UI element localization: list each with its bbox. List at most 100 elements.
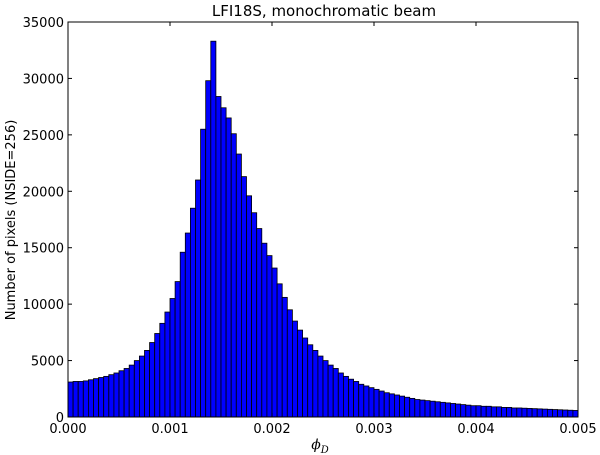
histogram-bar [225, 117, 232, 418]
histogram-bar [82, 380, 89, 418]
histogram-bar [77, 381, 84, 418]
histogram-bar [388, 393, 395, 418]
histogram-bar [444, 402, 451, 418]
histogram-bar [297, 329, 303, 418]
histogram-bar [363, 385, 370, 418]
y-tick-label: 30000 [23, 72, 64, 87]
histogram-bar [393, 394, 400, 418]
histogram-bar [475, 405, 482, 418]
histogram-bar [189, 207, 196, 418]
histogram-bar [302, 337, 309, 418]
histogram-bar [567, 409, 574, 418]
histogram-bar [495, 406, 502, 418]
x-tick-label: 0.004 [457, 422, 494, 437]
histogram-bar [144, 350, 150, 418]
histogram-bar [480, 405, 487, 418]
histogram-bar [450, 403, 456, 418]
x-axis-label-symbol: ϕ [311, 437, 321, 453]
histogram-bar [455, 403, 462, 418]
histogram-bar [276, 283, 283, 418]
histogram-bar [511, 407, 518, 418]
histogram-bar [291, 320, 298, 418]
histogram-bar [501, 407, 507, 418]
histogram-bar [205, 80, 212, 418]
histogram-bar [138, 355, 145, 418]
histogram-bar [118, 370, 125, 418]
x-tick-label: 0.000 [49, 422, 86, 437]
histogram-bar [154, 333, 161, 418]
plot-frame [67, 21, 579, 418]
histogram-bar [235, 153, 242, 418]
histogram-bar [164, 311, 171, 418]
x-tick-label: 0.003 [355, 422, 392, 437]
histogram-bar [312, 350, 319, 418]
x-tick-label: 0.005 [559, 422, 596, 437]
histogram-bar [113, 372, 120, 418]
y-tick-label: 20000 [23, 185, 64, 200]
histogram-bar [93, 378, 99, 418]
histogram-bar [184, 232, 191, 418]
histogram-bar [547, 408, 553, 418]
histogram-bar [327, 364, 334, 418]
histogram-bar [516, 407, 523, 418]
histogram-bar [429, 400, 436, 418]
histogram-bar [526, 408, 533, 418]
histogram-bar [419, 399, 426, 418]
x-tick-label: 0.001 [151, 422, 188, 437]
histogram-bar [439, 401, 446, 418]
histogram-bar [179, 251, 186, 418]
histogram-bar [230, 133, 237, 418]
histogram-bar [169, 298, 176, 418]
histogram-bar [490, 406, 497, 418]
x-tick-label: 0.002 [253, 422, 290, 437]
histogram-bar [281, 296, 288, 418]
histogram-bar [307, 344, 314, 418]
histogram-bar [460, 404, 467, 418]
histogram-bar [271, 267, 278, 418]
x-axis-label: ϕD [311, 437, 329, 455]
histogram-bar [174, 281, 181, 418]
y-tick-label: 35000 [23, 16, 64, 31]
histogram-bar [98, 377, 105, 418]
histogram-bar [108, 374, 115, 418]
histogram-bar [485, 405, 492, 418]
histogram-bars [67, 40, 579, 418]
y-tick-label: 0 [56, 411, 64, 426]
histogram-bar [332, 368, 339, 418]
histogram-bar [286, 309, 293, 418]
histogram-bar [261, 242, 268, 418]
histogram-bar [200, 128, 207, 418]
histogram-bar [353, 381, 360, 418]
histogram-bar [562, 409, 569, 418]
histogram-bar [88, 379, 94, 418]
histogram-bar [123, 368, 130, 418]
histogram-bar [557, 409, 564, 418]
histogram-bar [240, 176, 247, 418]
y-tick-label: 25000 [23, 129, 64, 144]
y-axis-label: Number of pixels (NSIDE=256) [4, 120, 19, 321]
histogram-bar [337, 372, 344, 418]
histogram-bar [246, 195, 252, 418]
histogram-bar [536, 408, 543, 418]
histogram-bar [195, 179, 201, 418]
histogram-bar [465, 404, 472, 418]
histogram-bar [342, 375, 349, 418]
histogram-bar [358, 383, 365, 418]
histogram-bar [159, 322, 166, 418]
y-tick-label: 15000 [23, 242, 64, 257]
histogram-bar [133, 360, 140, 418]
histogram-bar [368, 387, 375, 418]
y-tick-label: 10000 [23, 298, 64, 313]
histogram-bar [149, 342, 156, 418]
histogram-bar [317, 355, 324, 418]
histogram-bar [220, 107, 227, 418]
histogram-bar [103, 375, 110, 418]
histogram-bar [67, 381, 74, 418]
histogram-bar [409, 397, 416, 418]
histogram-bar [256, 228, 263, 418]
histogram-bar [541, 408, 548, 418]
histogram-bar [506, 407, 513, 418]
histogram-bar [414, 399, 421, 418]
histogram-bar [383, 392, 390, 418]
